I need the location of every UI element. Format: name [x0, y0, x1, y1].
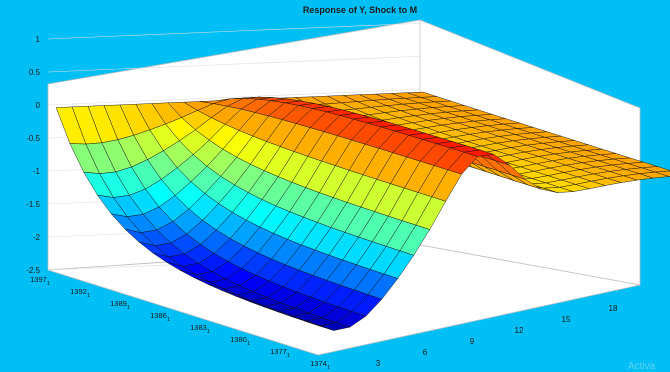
y-tick-subscript: 1 — [207, 329, 210, 335]
chart-title: Response of Y, Shock to M — [303, 5, 417, 15]
y-tick-subscript: 1 — [87, 293, 90, 299]
x-tick-label: 6 — [423, 348, 428, 357]
y-tick-subscript: 1 — [327, 365, 330, 371]
grid-line-z — [47, 88, 421, 106]
y-tick-subscript: 1 — [247, 341, 250, 347]
z-tick-label: -1 — [33, 167, 41, 176]
z-tick-label: -1.5 — [26, 200, 40, 209]
z-tick-label: -2 — [33, 233, 41, 242]
z-tick-label: -0.5 — [26, 134, 40, 143]
x-tick-label: 12 — [515, 326, 524, 335]
x-tick-label: 15 — [562, 315, 571, 324]
surface-mesh — [55, 91, 670, 331]
x-tick-label: 9 — [470, 337, 475, 346]
z-tick-label: 1 — [36, 35, 41, 44]
x-tick-label: 18 — [609, 304, 618, 313]
grid-line-z — [47, 22, 421, 40]
y-tick-subscript: 1 — [287, 353, 290, 359]
x-axis-ticks: 3 6 9 12 15 18 — [376, 304, 618, 368]
z-axis-ticks: -2.5 -2 -1.5 -1 -0.5 0 0.5 1 — [26, 35, 40, 275]
surface-patch — [304, 320, 335, 331]
z-tick-label: -2.5 — [26, 266, 40, 275]
y-tick-subscript: 1 — [47, 281, 50, 287]
z-tick-label: 0 — [36, 101, 41, 110]
y-tick-subscript: 1 — [167, 317, 170, 323]
watermark: Activa — [628, 361, 656, 372]
y-tick-subscript: 1 — [127, 305, 130, 311]
x-tick-label: 3 — [376, 359, 381, 368]
grid-line-z — [47, 55, 421, 73]
z-tick-label: 0.5 — [29, 68, 41, 77]
